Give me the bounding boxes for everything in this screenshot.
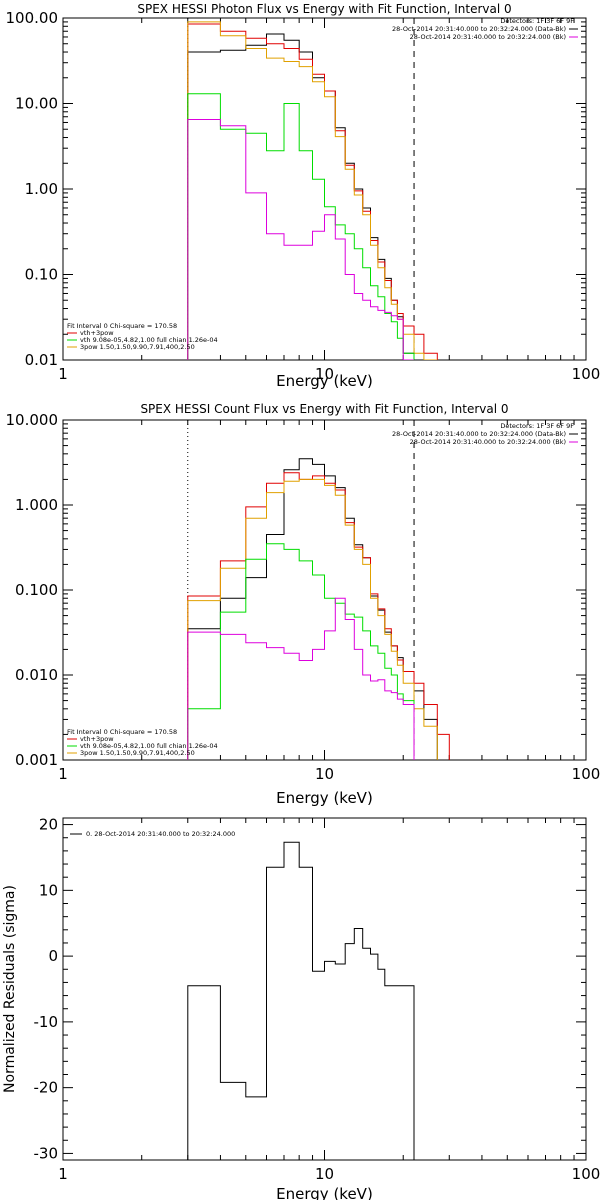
legend-entry: 28-Oct-2014 20:31:40.000 to 20:32:24.000… <box>392 430 566 438</box>
chart-title: SPEX HESSI Photon Flux vs Energy with Fi… <box>137 2 511 16</box>
x-tick-label: 1 <box>58 1165 68 1183</box>
x-axis-label: Energy (keV) <box>276 789 373 807</box>
legend-header: Detectors: 1F 3F 6F 9F <box>500 422 574 430</box>
legend-entry: 28-Oct-2014 20:31:40.000 to 20:32:24.000… <box>410 438 566 446</box>
data-series-step <box>187 543 415 760</box>
chart-title: SPEX HESSI Count Flux vs Energy with Fit… <box>140 402 508 416</box>
data-series-step <box>187 472 450 760</box>
legend-entry: vth 9.08e-05,4.82,1.00 full chian 1.26e-… <box>80 336 218 344</box>
chart-panel-1: 1 10 100 0.01 0.10 1.00 10.00 100.00 SPEX HESSI … <box>6 2 600 390</box>
y-tick-label: 0 <box>48 947 58 965</box>
x-tick-label: 10 <box>315 1165 334 1183</box>
legend-entry: 28-Oct-2014 20:31:40.000 to 20:32:24.000… <box>410 33 566 41</box>
x-tick-label: 100 <box>572 765 600 783</box>
legend-entry: vth 9.08e-05,4.82,1.00 full chian 1.26e-… <box>80 742 218 750</box>
legend-header: Fit Interval 0 Chi-square = 170.58 <box>67 322 177 330</box>
y-tick-label: 10.000 <box>6 411 59 429</box>
y-tick-label: 0.01 <box>25 351 58 369</box>
x-axis-label: Energy (keV) <box>276 1185 373 1200</box>
y-tick-label: 20 <box>39 816 58 834</box>
y-tick-label: -30 <box>34 1144 59 1162</box>
y-tick-label: -10 <box>34 1013 59 1031</box>
data-series-step <box>187 458 438 760</box>
y-tick-label: 1.00 <box>25 180 58 198</box>
legend-entry: 28-Oct-2014 20:31:40.000 to 20:32:24.000… <box>392 25 566 33</box>
y-tick-label: 1.000 <box>15 496 58 514</box>
y-tick-label: 0.001 <box>15 751 58 769</box>
legend-entry: vth+3pow <box>80 735 114 743</box>
y-tick-label: 0.010 <box>15 666 58 684</box>
x-tick-label: 10 <box>315 365 334 383</box>
plot-frame <box>62 817 587 1161</box>
y-tick-label: -20 <box>34 1079 59 1097</box>
x-tick-label: 1 <box>58 765 68 783</box>
x-tick-label: 10 <box>315 765 334 783</box>
y-tick-label: 0.10 <box>25 266 58 284</box>
y-tick-label: 0.100 <box>15 581 58 599</box>
data-series-step <box>187 597 415 760</box>
legend-entry: 3pow 1.50,1.50,9.90,7.91,400,2.50 <box>80 343 195 351</box>
legend-entry: 3pow 1.50,1.50,9.90,7.91,400,2.50 <box>80 749 195 757</box>
data-series-step <box>187 478 438 760</box>
legend-header: Fit Interval 0 Chi-square = 170.58 <box>67 728 177 736</box>
legend-header: Detectors: 1F 3F 6F 9F <box>500 17 574 25</box>
legend-entry: 0. 28-Oct-2014 20:31:40.000 to 20:32:24.… <box>86 830 235 838</box>
data-series-step <box>187 33 415 360</box>
data-series-step <box>187 841 415 1160</box>
x-tick-label: 100 <box>572 1165 600 1183</box>
data-series-step <box>187 119 414 360</box>
data-series-step <box>187 93 415 360</box>
chart-panel-3: 1 10 100 -30 -20 -10 0 10 20 Energy (keV) Normaliz… <box>2 816 600 1200</box>
y-tick-label: 10 <box>39 881 58 899</box>
y-axis-label: Normalized Residuals (sigma) <box>2 885 18 1093</box>
y-tick-label: 10.00 <box>15 95 58 113</box>
data-series-step <box>187 21 438 360</box>
chart-panel-2: 1 10 100 0.001 0.010 0.100 1.000 10.000 SPEX HES… <box>6 402 600 807</box>
legend-entry: vth+3pow <box>80 329 114 337</box>
x-tick-label: 1 <box>58 365 68 383</box>
x-axis-label: Energy (keV) <box>276 372 373 390</box>
x-tick-label: 100 <box>572 365 600 383</box>
y-tick-label: 100.00 <box>6 9 59 27</box>
